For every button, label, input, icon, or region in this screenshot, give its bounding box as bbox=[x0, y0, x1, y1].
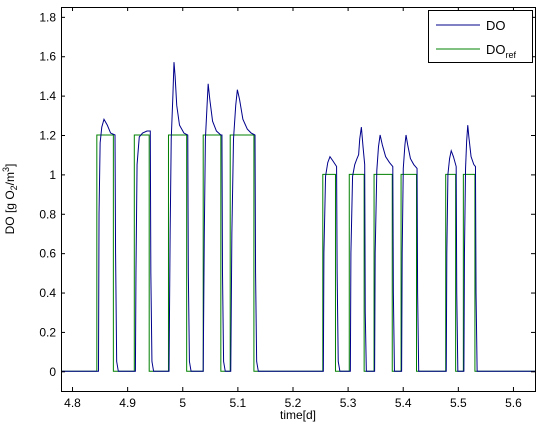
y-axis-label-pre: DO [g O bbox=[3, 190, 17, 234]
y-tick-label: 1.6 bbox=[39, 50, 56, 64]
legend-box bbox=[428, 10, 533, 63]
y-tick-label: 1.8 bbox=[39, 10, 56, 24]
series-line-do-ref bbox=[61, 134, 535, 372]
legend-label-do-ref-sub: ref bbox=[506, 50, 517, 60]
x-tick-label: 5.1 bbox=[230, 396, 247, 410]
y-tick-label: 0.2 bbox=[39, 325, 56, 339]
x-tick-label: 4.8 bbox=[64, 396, 81, 410]
y-tick-label: 1 bbox=[49, 168, 56, 182]
legend-label-do-main: DO bbox=[486, 18, 506, 33]
legend-label-do-ref-main: DO bbox=[486, 42, 506, 57]
y-tick-label: 1.4 bbox=[39, 89, 56, 103]
axes-box bbox=[61, 7, 536, 392]
legend-label-do: DO bbox=[486, 18, 506, 33]
y-axis-label-post: ] bbox=[3, 164, 17, 167]
y-tick-label: 0.8 bbox=[39, 207, 56, 221]
y-tick-label: 1.2 bbox=[39, 129, 56, 143]
x-axis-label: time[d] bbox=[280, 408, 316, 422]
y-tick-label: 0.4 bbox=[39, 286, 56, 300]
x-tick-label: 5.6 bbox=[505, 396, 522, 410]
y-axis-label-mid: /m bbox=[3, 172, 17, 185]
series-layer bbox=[61, 62, 535, 372]
x-tick-label: 4.9 bbox=[119, 396, 136, 410]
x-tick-label: 5.5 bbox=[450, 396, 467, 410]
x-tick-label: 5.2 bbox=[285, 396, 302, 410]
y-axis-label: DO [g O2/m3] bbox=[1, 164, 19, 235]
x-tick-label: 5.3 bbox=[340, 396, 357, 410]
y-axis-label-sup: 3 bbox=[1, 167, 11, 172]
legend: DO DOref bbox=[428, 10, 533, 63]
y-axis: 0 0.2 0.4 0.6 0.8 1 1.2 1.4 1.6 1.8 bbox=[39, 10, 535, 379]
x-axis: 4.8 4.9 5 5.1 5.2 5.3 5.4 5.5 5.6 bbox=[64, 7, 522, 410]
x-tick-label: 5 bbox=[179, 396, 186, 410]
y-axis-label-sub: 2 bbox=[9, 185, 19, 190]
y-tick-label: 0 bbox=[49, 365, 56, 379]
legend-label-do-ref: DOref bbox=[486, 42, 517, 60]
series-line-do bbox=[61, 62, 535, 372]
x-tick-label: 5.4 bbox=[395, 396, 412, 410]
y-tick-label: 0.6 bbox=[39, 247, 56, 261]
